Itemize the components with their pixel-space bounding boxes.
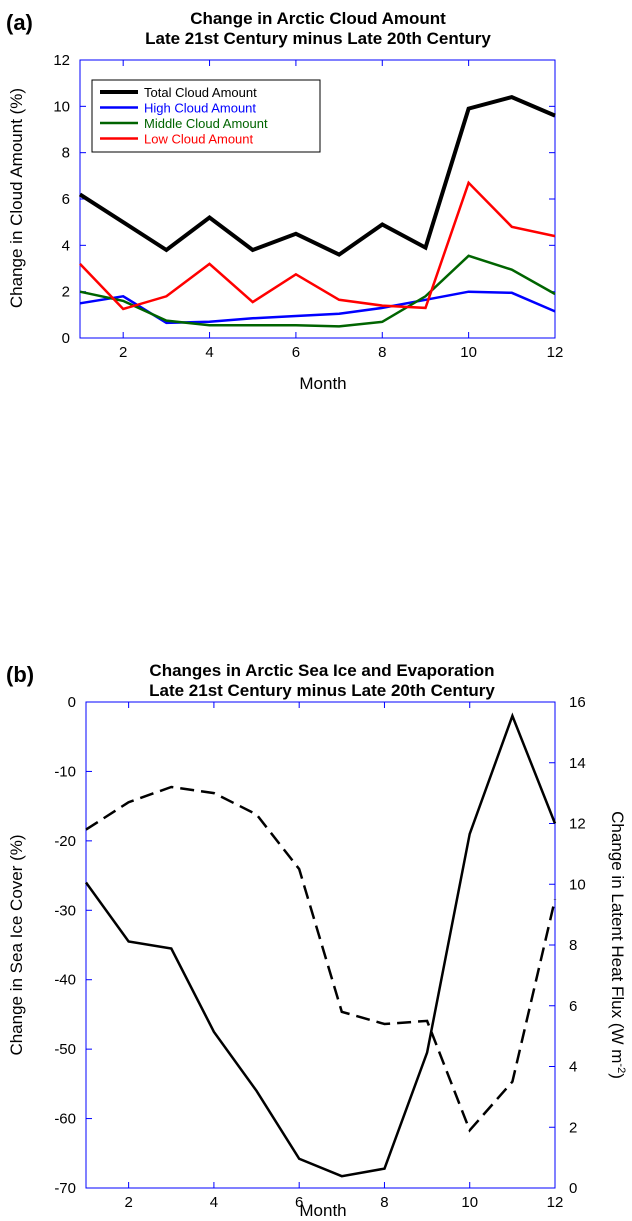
panel-b-ylabel-right: Change in Latent Heat Flux (W m-2) xyxy=(608,811,627,1079)
y-right-tick-label: 8 xyxy=(569,937,577,954)
y-tick-label: 12 xyxy=(53,52,70,69)
panel-b-ylabel: Change in Sea Ice Cover (%) xyxy=(7,834,26,1055)
panel-a-plot-area: 2 4 6 8 10 12 0 2 4 6 8 10 12 Total Cloud AmountHigh … xyxy=(53,52,563,361)
panel-b-xlabel: Month xyxy=(299,1201,346,1220)
x-tick-label: 8 xyxy=(378,344,386,361)
y-tick-label: 10 xyxy=(53,98,70,115)
y-tick-label: 4 xyxy=(62,237,70,254)
y-right-tick-label: 12 xyxy=(569,816,586,833)
y-tick-label: -60 xyxy=(54,1111,76,1128)
y-tick-label: 0 xyxy=(68,694,76,711)
panel-b: (b) Changes in Arctic Sea Ice and Evapor… xyxy=(6,661,627,1220)
x-tick-label: 10 xyxy=(460,344,477,361)
y-tick-label: -10 xyxy=(54,763,76,780)
panel-b-ylabel-right-main: Change in Latent Heat Flux (W m xyxy=(608,811,627,1063)
series-line-high-cloud-amount xyxy=(79,290,556,325)
panel-b-label: (b) xyxy=(6,662,34,687)
y-right-tick-label: 16 xyxy=(569,694,586,711)
panel-a-xlabel: Month xyxy=(299,374,346,393)
panel-b-subtitle: Late 21st Century minus Late 20th Centur… xyxy=(149,681,495,700)
panel-a: (a) Change in Arctic Cloud Amount Late 2… xyxy=(6,9,563,393)
series-line-low-cloud-amount xyxy=(79,180,556,311)
x-tick-label: 10 xyxy=(461,1194,478,1211)
series-line-dashed-right xyxy=(85,785,557,1133)
y-tick-label: -30 xyxy=(54,902,76,919)
x-tick-label: 12 xyxy=(547,1194,564,1211)
x-tick-label: 4 xyxy=(210,1194,218,1211)
series-line-total-cloud-amount xyxy=(78,94,556,257)
y-tick-label: 2 xyxy=(62,284,70,301)
panel-a-subtitle: Late 21st Century minus Late 20th Centur… xyxy=(145,29,491,48)
y-tick-label: -50 xyxy=(54,1041,76,1058)
series-line-solid-left xyxy=(84,712,557,1178)
legend-label: Middle Cloud Amount xyxy=(144,116,268,131)
legend-label: Total Cloud Amount xyxy=(144,85,257,100)
x-tick-label: 4 xyxy=(205,344,213,361)
x-tick-label: 2 xyxy=(124,1194,132,1211)
x-tick-label: 12 xyxy=(547,344,564,361)
panel-b-plot-area: 2 4 6 8 10 12 0 -10 -20 -30 -40 -50 -60 -70 0 2 4 6 8 10 12 1… xyxy=(54,694,585,1211)
y-tick-label: -70 xyxy=(54,1180,76,1197)
panel-b-ylabel-right-exponent: -2 xyxy=(615,1063,627,1073)
y-tick-label: 0 xyxy=(62,330,70,347)
y-right-tick-label: 0 xyxy=(569,1180,577,1197)
panel-a-ylabel: Change in Cloud Amount (%) xyxy=(7,88,26,308)
panel-a-title: Change in Arctic Cloud Amount xyxy=(190,9,446,28)
legend-label: Low Cloud Amount xyxy=(144,132,254,147)
y-right-tick-label: 14 xyxy=(569,755,586,772)
panel-b-title: Changes in Arctic Sea Ice and Evaporatio… xyxy=(149,661,494,680)
series-line-middle-cloud-amount xyxy=(79,254,556,328)
y-right-tick-label: 2 xyxy=(569,1119,577,1136)
y-right-tick-label: 10 xyxy=(569,876,586,893)
x-tick-label: 8 xyxy=(380,1194,388,1211)
y-right-tick-label: 4 xyxy=(569,1059,577,1076)
x-tick-label: 6 xyxy=(292,344,300,361)
panel-a-label: (a) xyxy=(6,10,33,35)
y-tick-label: -40 xyxy=(54,972,76,989)
x-tick-label: 6 xyxy=(295,1194,303,1211)
panel-b-ylabel-right-close: ) xyxy=(608,1073,627,1079)
y-right-tick-label: 6 xyxy=(569,998,577,1015)
y-tick-label: -20 xyxy=(54,833,76,850)
x-tick-label: 2 xyxy=(119,344,127,361)
legend-label: High Cloud Amount xyxy=(144,101,256,116)
y-tick-label: 6 xyxy=(62,191,70,208)
y-tick-label: 8 xyxy=(62,145,70,162)
